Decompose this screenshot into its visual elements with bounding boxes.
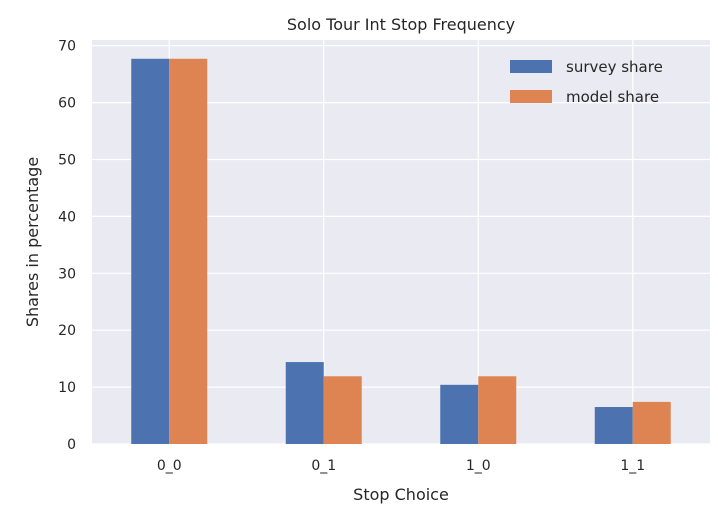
legend: survey share model share [510,58,663,106]
bar-survey-share-1_0 [440,384,479,444]
bars [131,58,671,444]
y-tick-label: 70 [58,39,76,55]
x-tick-label: 0_0 [157,458,182,474]
x-tick-labels: 0_0 0_1 1_0 1_1 [157,458,645,474]
bar-survey-share-0_1 [285,362,324,444]
y-tick-label: 10 [58,380,76,396]
legend-swatch-model-share [510,90,552,103]
bar-model-share-1_1 [632,401,671,444]
legend-label-survey-share: survey share [566,58,663,76]
bar-model-share-0_0 [169,58,208,444]
legend-swatch-survey-share [510,60,552,73]
chart-title: Solo Tour Int Stop Frequency [287,15,515,34]
bar-survey-share-0_0 [131,58,170,444]
y-tick-label: 0 [67,437,76,453]
y-axis-title: Shares in percentage [23,157,42,327]
x-tick-label: 1_1 [620,458,645,474]
y-tick-label: 20 [58,323,76,339]
bar-model-share-0_1 [323,376,362,444]
legend-label-model-share: model share [566,88,659,106]
y-tick-labels: 0 10 20 30 40 50 60 70 [58,39,76,453]
bar-model-share-1_0 [478,376,517,444]
x-tick-label: 0_1 [311,458,336,474]
x-axis-title: Stop Choice [353,485,449,504]
y-tick-label: 60 [58,96,76,112]
bar-survey-share-1_1 [594,407,633,444]
x-tick-label: 1_0 [466,458,491,474]
y-tick-label: 50 [58,152,76,168]
y-tick-label: 40 [58,209,76,225]
y-tick-label: 30 [58,266,76,282]
